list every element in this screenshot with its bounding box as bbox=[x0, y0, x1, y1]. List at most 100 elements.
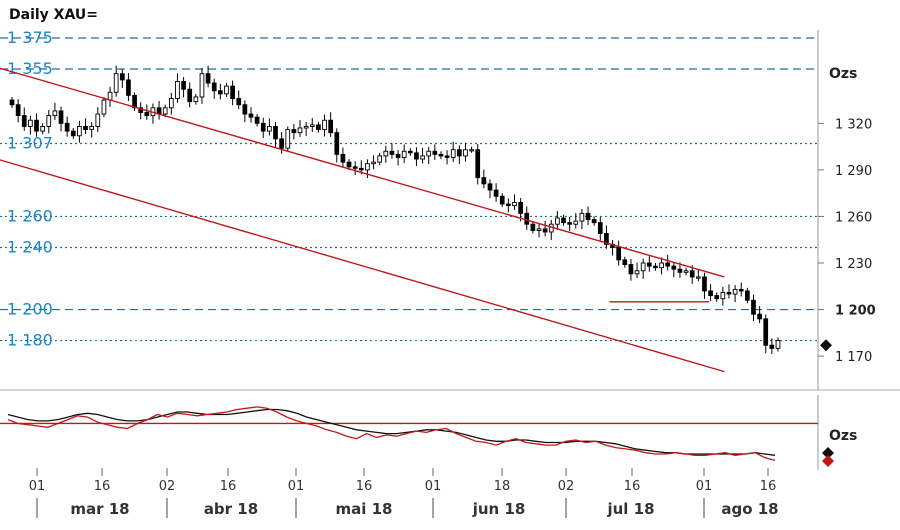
candle-body-5 bbox=[40, 125, 45, 132]
candle-body-54 bbox=[340, 153, 346, 163]
candle-body-11 bbox=[77, 125, 82, 137]
candle-body-97 bbox=[604, 233, 609, 245]
candle-body-75 bbox=[469, 149, 474, 152]
level-label-2: 1 307 bbox=[7, 134, 53, 153]
oscillator-panel bbox=[0, 406, 818, 462]
candle-body-102 bbox=[634, 270, 640, 275]
candle-body-91 bbox=[567, 222, 572, 225]
candle-body-66 bbox=[414, 152, 419, 160]
level-label-1: 1 355 bbox=[7, 59, 53, 78]
candle-body-13 bbox=[89, 125, 95, 131]
candle-body-28 bbox=[181, 80, 186, 90]
candle-body-7 bbox=[52, 110, 58, 117]
candle-body-12 bbox=[83, 125, 88, 131]
candle-body-14 bbox=[95, 113, 101, 127]
trend-lines bbox=[0, 67, 725, 373]
candle-body-27 bbox=[175, 80, 180, 99]
x-tick-label-1: 16 bbox=[94, 479, 111, 494]
candle-body-86 bbox=[536, 228, 542, 231]
right-tick-label-5: 1 170 bbox=[835, 350, 872, 365]
candle-body-65 bbox=[407, 150, 413, 154]
candle-body-59 bbox=[371, 161, 376, 165]
candle-body-105 bbox=[653, 265, 658, 269]
level-label-5: 1 200 bbox=[7, 300, 53, 319]
price-axis: 1 320 1 290 1 260 1 230 1 200 1 170 bbox=[0, 30, 900, 470]
candle-body-3 bbox=[28, 119, 33, 127]
candle-body-81 bbox=[506, 203, 511, 207]
x-tick-label-10: 01 bbox=[696, 479, 713, 494]
candle-body-60 bbox=[377, 155, 383, 163]
candle-body-114 bbox=[708, 290, 713, 297]
month-label-4: jul 18 bbox=[606, 500, 654, 518]
candle-body-108 bbox=[671, 265, 677, 270]
candle-body-63 bbox=[395, 153, 401, 158]
candle-body-120 bbox=[745, 290, 750, 301]
candle-body-113 bbox=[702, 276, 707, 292]
candle-body-34 bbox=[218, 90, 223, 95]
candle-body-107 bbox=[665, 262, 671, 267]
candle-body-52 bbox=[328, 119, 334, 134]
candle-body-4 bbox=[34, 119, 39, 132]
candle-body-78 bbox=[487, 183, 493, 191]
candle-body-2 bbox=[21, 115, 27, 127]
candle-body-35 bbox=[224, 85, 229, 95]
candle-body-17 bbox=[113, 73, 119, 93]
candle-body-118 bbox=[732, 288, 738, 295]
candle-body-112 bbox=[695, 276, 701, 279]
candle-body-0 bbox=[9, 99, 15, 106]
candle-body-36 bbox=[230, 85, 235, 99]
candle-body-103 bbox=[640, 262, 646, 272]
x-tick-label-4: 01 bbox=[288, 479, 305, 494]
price-marker bbox=[820, 339, 832, 352]
level-label-6: 1 180 bbox=[7, 331, 53, 350]
candles bbox=[9, 65, 781, 354]
candle-body-44 bbox=[279, 138, 284, 149]
candle-body-123 bbox=[763, 318, 769, 346]
candle-body-122 bbox=[757, 313, 762, 320]
osc-series-1 bbox=[7, 406, 776, 462]
candle-body-111 bbox=[689, 270, 695, 278]
candle-body-38 bbox=[242, 104, 248, 115]
candle-body-77 bbox=[481, 177, 487, 185]
level-label-3: 1 260 bbox=[7, 206, 53, 225]
candle-body-33 bbox=[211, 82, 217, 92]
candle-body-100 bbox=[622, 259, 628, 266]
candle-body-93 bbox=[579, 212, 585, 222]
candle-body-99 bbox=[616, 247, 622, 261]
month-label-5: ago 18 bbox=[721, 500, 778, 518]
osc-marker-red bbox=[822, 455, 834, 467]
candle-body-43 bbox=[273, 125, 278, 140]
candle-body-32 bbox=[205, 73, 211, 84]
chart-title: Daily XAU= bbox=[9, 7, 98, 23]
candle-body-94 bbox=[585, 212, 591, 221]
candle-body-67 bbox=[420, 155, 425, 160]
candle-body-83 bbox=[518, 202, 523, 214]
candle-body-125 bbox=[775, 340, 781, 349]
candle-body-90 bbox=[561, 217, 566, 224]
candle-body-42 bbox=[267, 125, 272, 132]
candle-body-53 bbox=[334, 132, 340, 155]
month-label-1: abr 18 bbox=[204, 500, 258, 518]
candle-body-110 bbox=[683, 270, 689, 273]
candle-body-96 bbox=[597, 222, 603, 234]
candle-body-68 bbox=[426, 150, 432, 157]
x-tick-label-6: 01 bbox=[425, 479, 442, 494]
candle-body-26 bbox=[168, 98, 174, 109]
candle-body-70 bbox=[438, 153, 444, 157]
price-unit-label: Ozs bbox=[829, 66, 857, 82]
candle-body-22 bbox=[144, 112, 150, 117]
right-tick-label-0: 1 320 bbox=[835, 117, 872, 132]
candle-body-64 bbox=[401, 150, 407, 158]
candle-body-49 bbox=[309, 124, 315, 127]
candle-body-50 bbox=[316, 124, 321, 131]
right-tick-label-1: 1 290 bbox=[835, 164, 872, 179]
price-gridlines: 1 375 1 355 1 307 1 260 1 240 1 200 1 180 bbox=[0, 28, 818, 350]
candle-body-58 bbox=[365, 163, 370, 171]
candle-body-101 bbox=[628, 264, 634, 275]
candle-body-74 bbox=[463, 149, 468, 157]
osc-unit-label: Ozs bbox=[829, 428, 857, 444]
candle-body-62 bbox=[389, 150, 395, 155]
candle-body-6 bbox=[46, 115, 52, 127]
candle-body-69 bbox=[432, 150, 438, 155]
candle-body-79 bbox=[493, 189, 499, 197]
